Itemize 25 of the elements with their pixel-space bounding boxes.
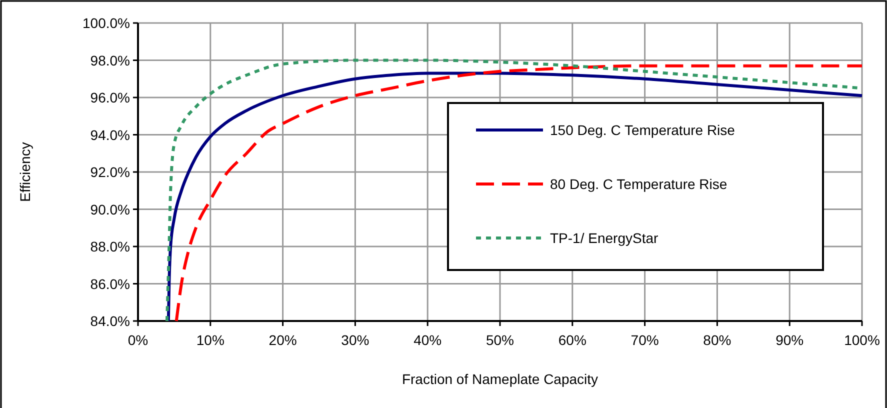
x-tick-label: 80% <box>703 332 732 348</box>
y-tick-label: 84.0% <box>90 313 130 329</box>
legend-label: 150 Deg. C Temperature Rise <box>550 122 736 138</box>
x-tick-label: 0% <box>128 332 148 348</box>
legend-label: TP-1/ EnergyStar <box>550 230 658 246</box>
y-axis-title: Efficiency <box>17 142 33 202</box>
y-tick-label: 96.0% <box>90 90 130 106</box>
legend-label: 80 Deg. C Temperature Rise <box>550 176 728 192</box>
x-tick-label: 60% <box>558 332 586 348</box>
y-tick-label: 88.0% <box>90 238 130 254</box>
y-tick-label: 98.0% <box>90 52 130 68</box>
y-tick-label: 94.0% <box>90 126 130 143</box>
x-tick-label: 90% <box>776 332 804 348</box>
x-tick-label: 20% <box>268 332 297 348</box>
x-tick-label: 40% <box>414 332 442 348</box>
y-tick-label: 92.0% <box>90 164 130 180</box>
y-tick-label: 90.0% <box>90 201 130 218</box>
x-tick-label: 10% <box>196 332 224 348</box>
x-axis-title: Fraction of Nameplate Capacity <box>402 371 598 387</box>
x-tick-label: 70% <box>630 332 659 348</box>
y-tick-label: 100.0% <box>82 15 130 31</box>
x-tick-label: 30% <box>341 332 370 348</box>
y-tick-label: 86.0% <box>90 276 130 292</box>
x-tick-label: 50% <box>486 332 514 348</box>
x-tick-label: 100% <box>844 332 880 348</box>
